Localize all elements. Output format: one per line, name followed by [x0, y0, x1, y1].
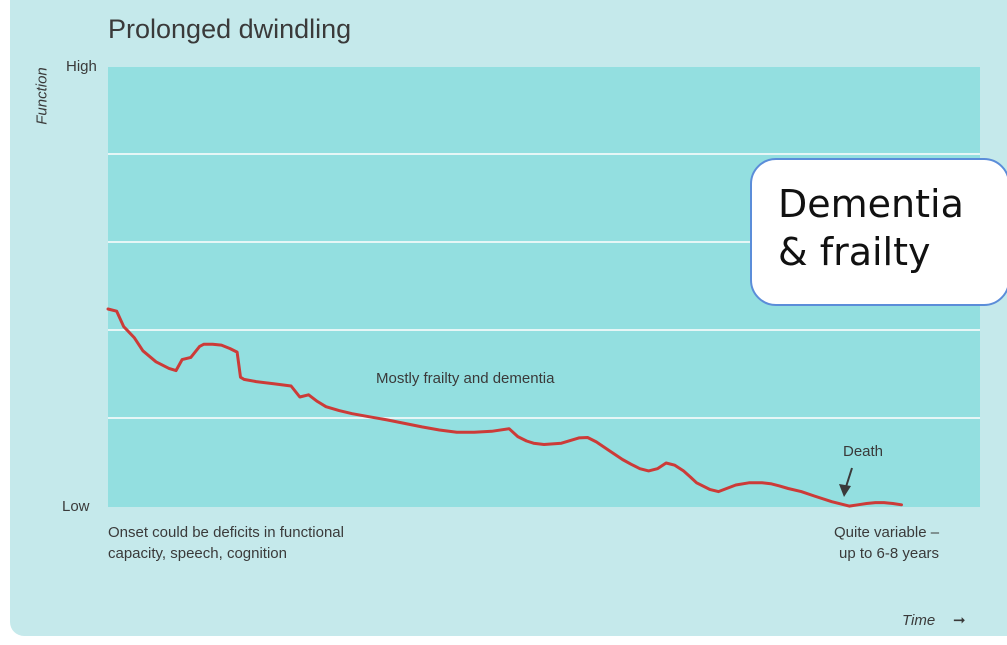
annotation-duration: Quite variable – up to 6-8 years: [834, 524, 940, 562]
gridline: [108, 417, 980, 419]
y-tick-label-high: High: [66, 58, 97, 75]
annotation-death: Death: [843, 443, 884, 460]
series-line-0: [106, 307, 903, 508]
callout-line-1: Dementia: [778, 182, 964, 226]
annotation-mostly-frailty: Mostly frailty and dementia: [376, 370, 555, 387]
death-arrow-icon: [839, 467, 853, 497]
annotation-onset: Onset could be deficits in functional ca…: [108, 524, 344, 562]
chart-title: Prolonged dwindling: [108, 14, 352, 44]
arrow-right-icon: ➞: [953, 612, 966, 629]
gridline: [108, 241, 980, 243]
gridline: [108, 153, 980, 155]
x-axis-label: Time: [902, 612, 936, 629]
gridline: [108, 329, 980, 331]
callout-box: Dementia & frailty: [750, 158, 1007, 306]
y-tick-label-low: Low: [62, 498, 90, 515]
callout-line-2: & frailty: [778, 230, 931, 274]
